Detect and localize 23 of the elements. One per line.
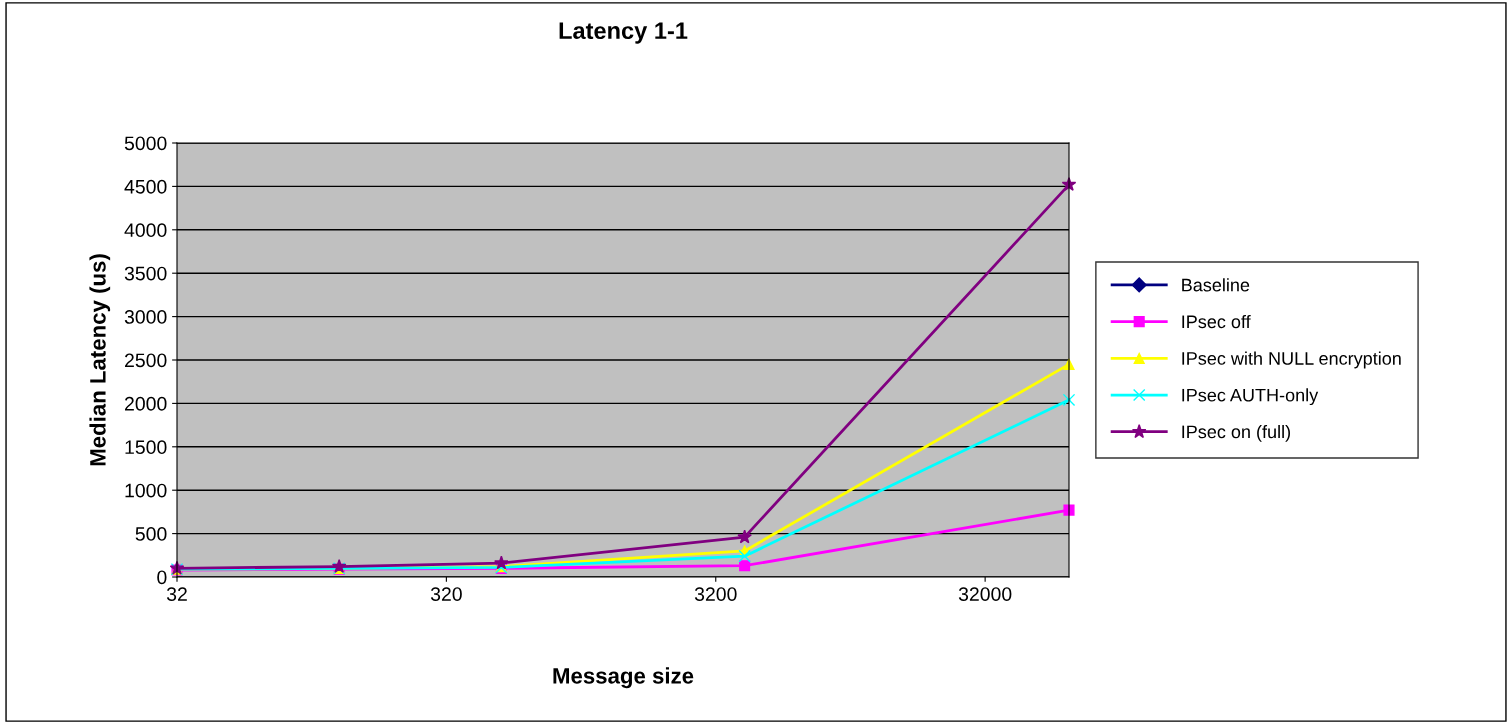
y-tick-label: 1000 [125, 483, 167, 498]
y-tick-label: 4500 [124, 179, 167, 194]
legend-label: IPsec on (full) [1182, 424, 1290, 442]
y-tick-label: 0 [157, 570, 167, 585]
y-tick-label: 1500 [125, 440, 167, 455]
x-tick-label: 3200 [694, 587, 737, 601]
x-tick-label: 32 [166, 587, 187, 601]
x-tick-label: 320 [430, 587, 462, 601]
x-axis-title: Message size [553, 667, 694, 689]
legend-label: IPsec off [1182, 314, 1251, 329]
y-axis-title: Median Latency (us) [89, 254, 111, 466]
y-tick-label: 2500 [125, 353, 167, 368]
y-tick-label: 4000 [124, 223, 167, 238]
y-tick-label: 3500 [124, 266, 167, 281]
y-tick-label: 5000 [124, 136, 167, 151]
x-tick-label: 32000 [958, 587, 1012, 601]
legend-label: IPsec with NULL encryption [1182, 351, 1401, 369]
y-tick-label: 500 [135, 527, 167, 541]
y-tick-label: 3000 [124, 310, 167, 324]
legend-label: Baseline [1182, 278, 1250, 292]
legend-label: IPsec AUTH-only [1182, 388, 1319, 406]
y-tick-label: 2000 [125, 396, 167, 411]
chart-title: Latency 1-1 [559, 22, 688, 44]
